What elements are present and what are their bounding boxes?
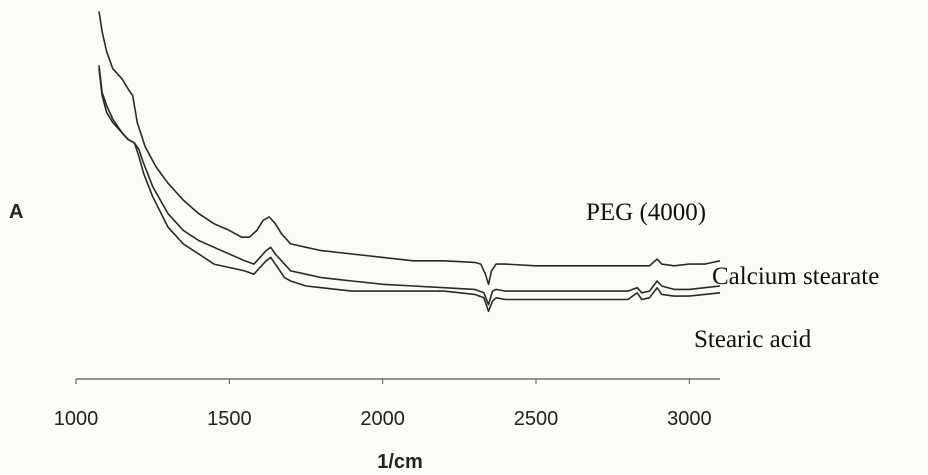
axes: 1000 1500 2000 2500 3000	[54, 379, 720, 430]
x-ticks	[76, 379, 689, 384]
x-tick-label: 1000	[54, 408, 99, 430]
series-labels: PEG (4000) Calcium stearate Stearic acid	[586, 199, 879, 353]
x-tick-label: 1500	[207, 408, 252, 430]
series-label-peg: PEG (4000)	[586, 199, 706, 226]
series-label-calcium-stearate: Calcium stearate	[712, 263, 879, 290]
x-tick-label: 2000	[360, 408, 405, 430]
x-axis-label: 1/cm	[377, 451, 423, 473]
x-tick-label: 3000	[667, 408, 712, 430]
series-line-peg	[99, 11, 720, 284]
series-line-stearic-acid	[99, 69, 720, 312]
series-lines	[99, 11, 720, 311]
series-label-stearic-acid: Stearic acid	[694, 326, 812, 353]
series-line-calcium-stearate	[99, 65, 720, 304]
x-tick-labels: 1000 1500 2000 2500 3000	[54, 408, 712, 430]
x-tick-label: 2500	[514, 408, 559, 430]
y-axis-label: A	[9, 201, 23, 223]
